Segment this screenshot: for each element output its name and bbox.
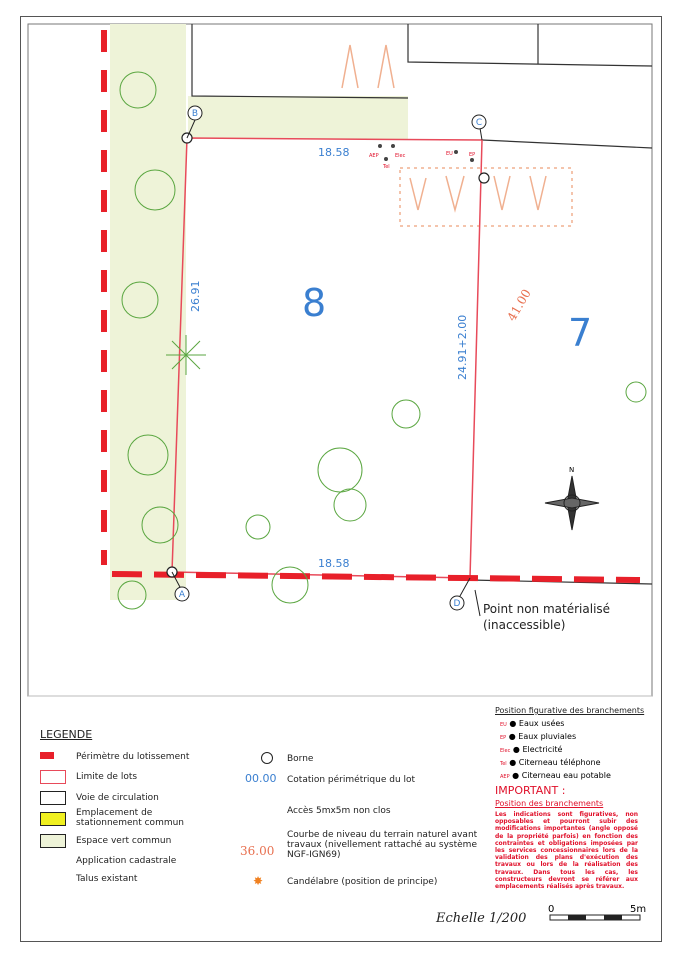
- branchements-title: Position figurative des branchements: [495, 706, 645, 715]
- aep-label: AEP: [369, 153, 379, 159]
- dim-left: 26.91: [189, 281, 202, 313]
- legend-cadastrale: Application cadastrale: [76, 856, 177, 866]
- tel-label: Tel: [382, 164, 390, 170]
- legend-candelabre: Candélabre (position de principe): [287, 877, 438, 887]
- ep-label: EP: [469, 152, 475, 158]
- parking-swatch: [40, 812, 66, 826]
- scale-label: Echelle 1/200: [435, 911, 526, 926]
- perimeter-swatch: [40, 752, 54, 759]
- green-area-top: [188, 96, 408, 140]
- cotation-sample: 00.00: [245, 772, 277, 785]
- corner-a-label: A: [179, 590, 186, 600]
- legend-borne: Borne: [287, 754, 314, 764]
- dim-right: 24.91+2.00: [456, 315, 469, 380]
- branchement-item: AEP ● Citerneau eau potable: [500, 771, 611, 780]
- corner-b-label: B: [192, 109, 198, 119]
- corner-markers: [171, 105, 487, 617]
- legend-title: LEGENDE: [40, 728, 93, 741]
- plan-border: [20, 16, 662, 942]
- bornes: [166, 132, 490, 578]
- legend-courbe: Courbe de niveau du terrain naturel avan…: [287, 830, 478, 860]
- annotation-line1: Point non matérialisé: [483, 602, 610, 616]
- dim-top: 18.58: [318, 146, 350, 159]
- lot-8-limit: [171, 137, 483, 579]
- lot-limit-swatch: [40, 770, 66, 784]
- branchement-item: EP ● Eaux pluviales: [500, 732, 577, 741]
- contour-label: 41.00: [504, 287, 533, 324]
- legend-cotation: Cotation périmétrique du lot: [287, 775, 416, 785]
- important-title: IMPORTANT :: [495, 784, 566, 797]
- access-markers: [341, 44, 573, 227]
- lot-7-number: 7: [568, 311, 592, 355]
- legend-talus: Talus existant: [76, 874, 138, 884]
- scale-bar: [549, 914, 641, 921]
- legend-limite: Limite de lots: [76, 772, 138, 782]
- green-strip: [110, 24, 186, 600]
- annotation-line2: (inaccessible): [483, 618, 565, 632]
- scale-start: 0: [548, 904, 554, 915]
- scale-end: 5m: [630, 904, 646, 915]
- branchement-item: Tel ● Citerneau téléphone: [500, 758, 601, 767]
- legend-voie: Voie de circulation: [76, 793, 159, 803]
- voie-swatch: [40, 791, 66, 805]
- legend-stationnement: Emplacement de stationnement commun: [76, 808, 185, 828]
- corner-d-label: D: [454, 599, 461, 609]
- branchement-item: EU ● Eaux usées: [500, 719, 565, 728]
- north-label: N: [569, 466, 574, 474]
- branchement-item: Elec ● Electricité: [500, 745, 563, 754]
- network-points: [378, 144, 474, 162]
- perimeter-south: [111, 571, 641, 583]
- legend-acces: Accès 5mx5m non clos: [287, 806, 391, 816]
- lot-8-number: 8: [302, 281, 326, 325]
- elec-label: Elec: [395, 153, 406, 159]
- trees: [117, 71, 647, 610]
- important-text: Les indications sont figuratives, non op…: [495, 811, 638, 891]
- contour-sample: 36.00: [240, 844, 275, 858]
- legend-espace-vert: Espace vert commun: [76, 836, 172, 846]
- north-arrow-icon: [544, 475, 600, 531]
- corner-c-label: C: [476, 118, 482, 128]
- candelabre-legend-icon: ✸: [253, 874, 264, 888]
- candelabre-icon: [166, 335, 206, 375]
- important-subtitle: Position des branchements: [495, 799, 604, 808]
- green-swatch: [40, 834, 66, 848]
- dim-bottom: 18.58: [318, 557, 350, 570]
- legend-perimetre: Périmètre du lotissement: [76, 752, 190, 762]
- eu-label: EU: [446, 151, 453, 157]
- borne-icon: [261, 752, 273, 764]
